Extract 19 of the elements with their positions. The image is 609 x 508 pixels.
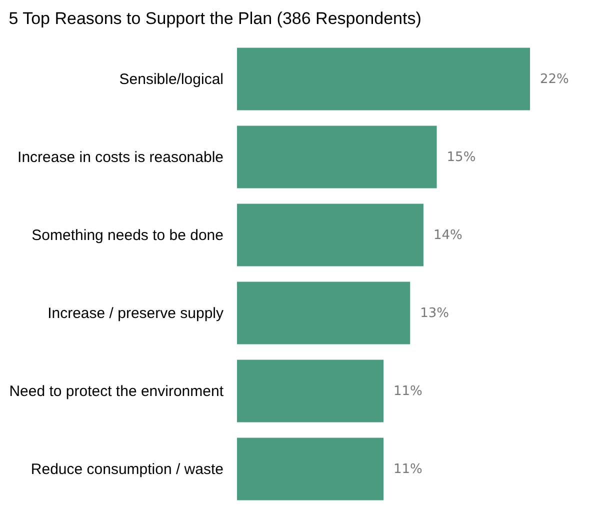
y-tick-label: Need to protect the environment: [9, 383, 224, 400]
data-label: 11%: [394, 462, 422, 477]
bar: [237, 282, 410, 344]
data-label: 22%: [540, 72, 569, 87]
y-tick-label: Sensible/logical: [119, 71, 224, 88]
data-label: 15%: [446, 150, 476, 165]
bar: [237, 48, 530, 110]
bar: [237, 204, 424, 266]
bar: [237, 438, 384, 500]
data-label: 14%: [433, 228, 462, 243]
y-tick-label: Increase / preserve supply: [48, 305, 224, 322]
bar: [237, 360, 384, 422]
y-tick-label: Something needs to be done: [32, 227, 224, 244]
data-label: 13%: [420, 306, 450, 321]
y-tick-label: Increase in costs is reasonable: [18, 149, 224, 166]
bar: [237, 126, 437, 188]
data-label: 11%: [394, 384, 422, 399]
chart-title: 5 Top Reasons to Support the Plan (386 Respondents): [8, 9, 422, 28]
y-tick-label: Reduce consumption / waste: [30, 461, 224, 478]
